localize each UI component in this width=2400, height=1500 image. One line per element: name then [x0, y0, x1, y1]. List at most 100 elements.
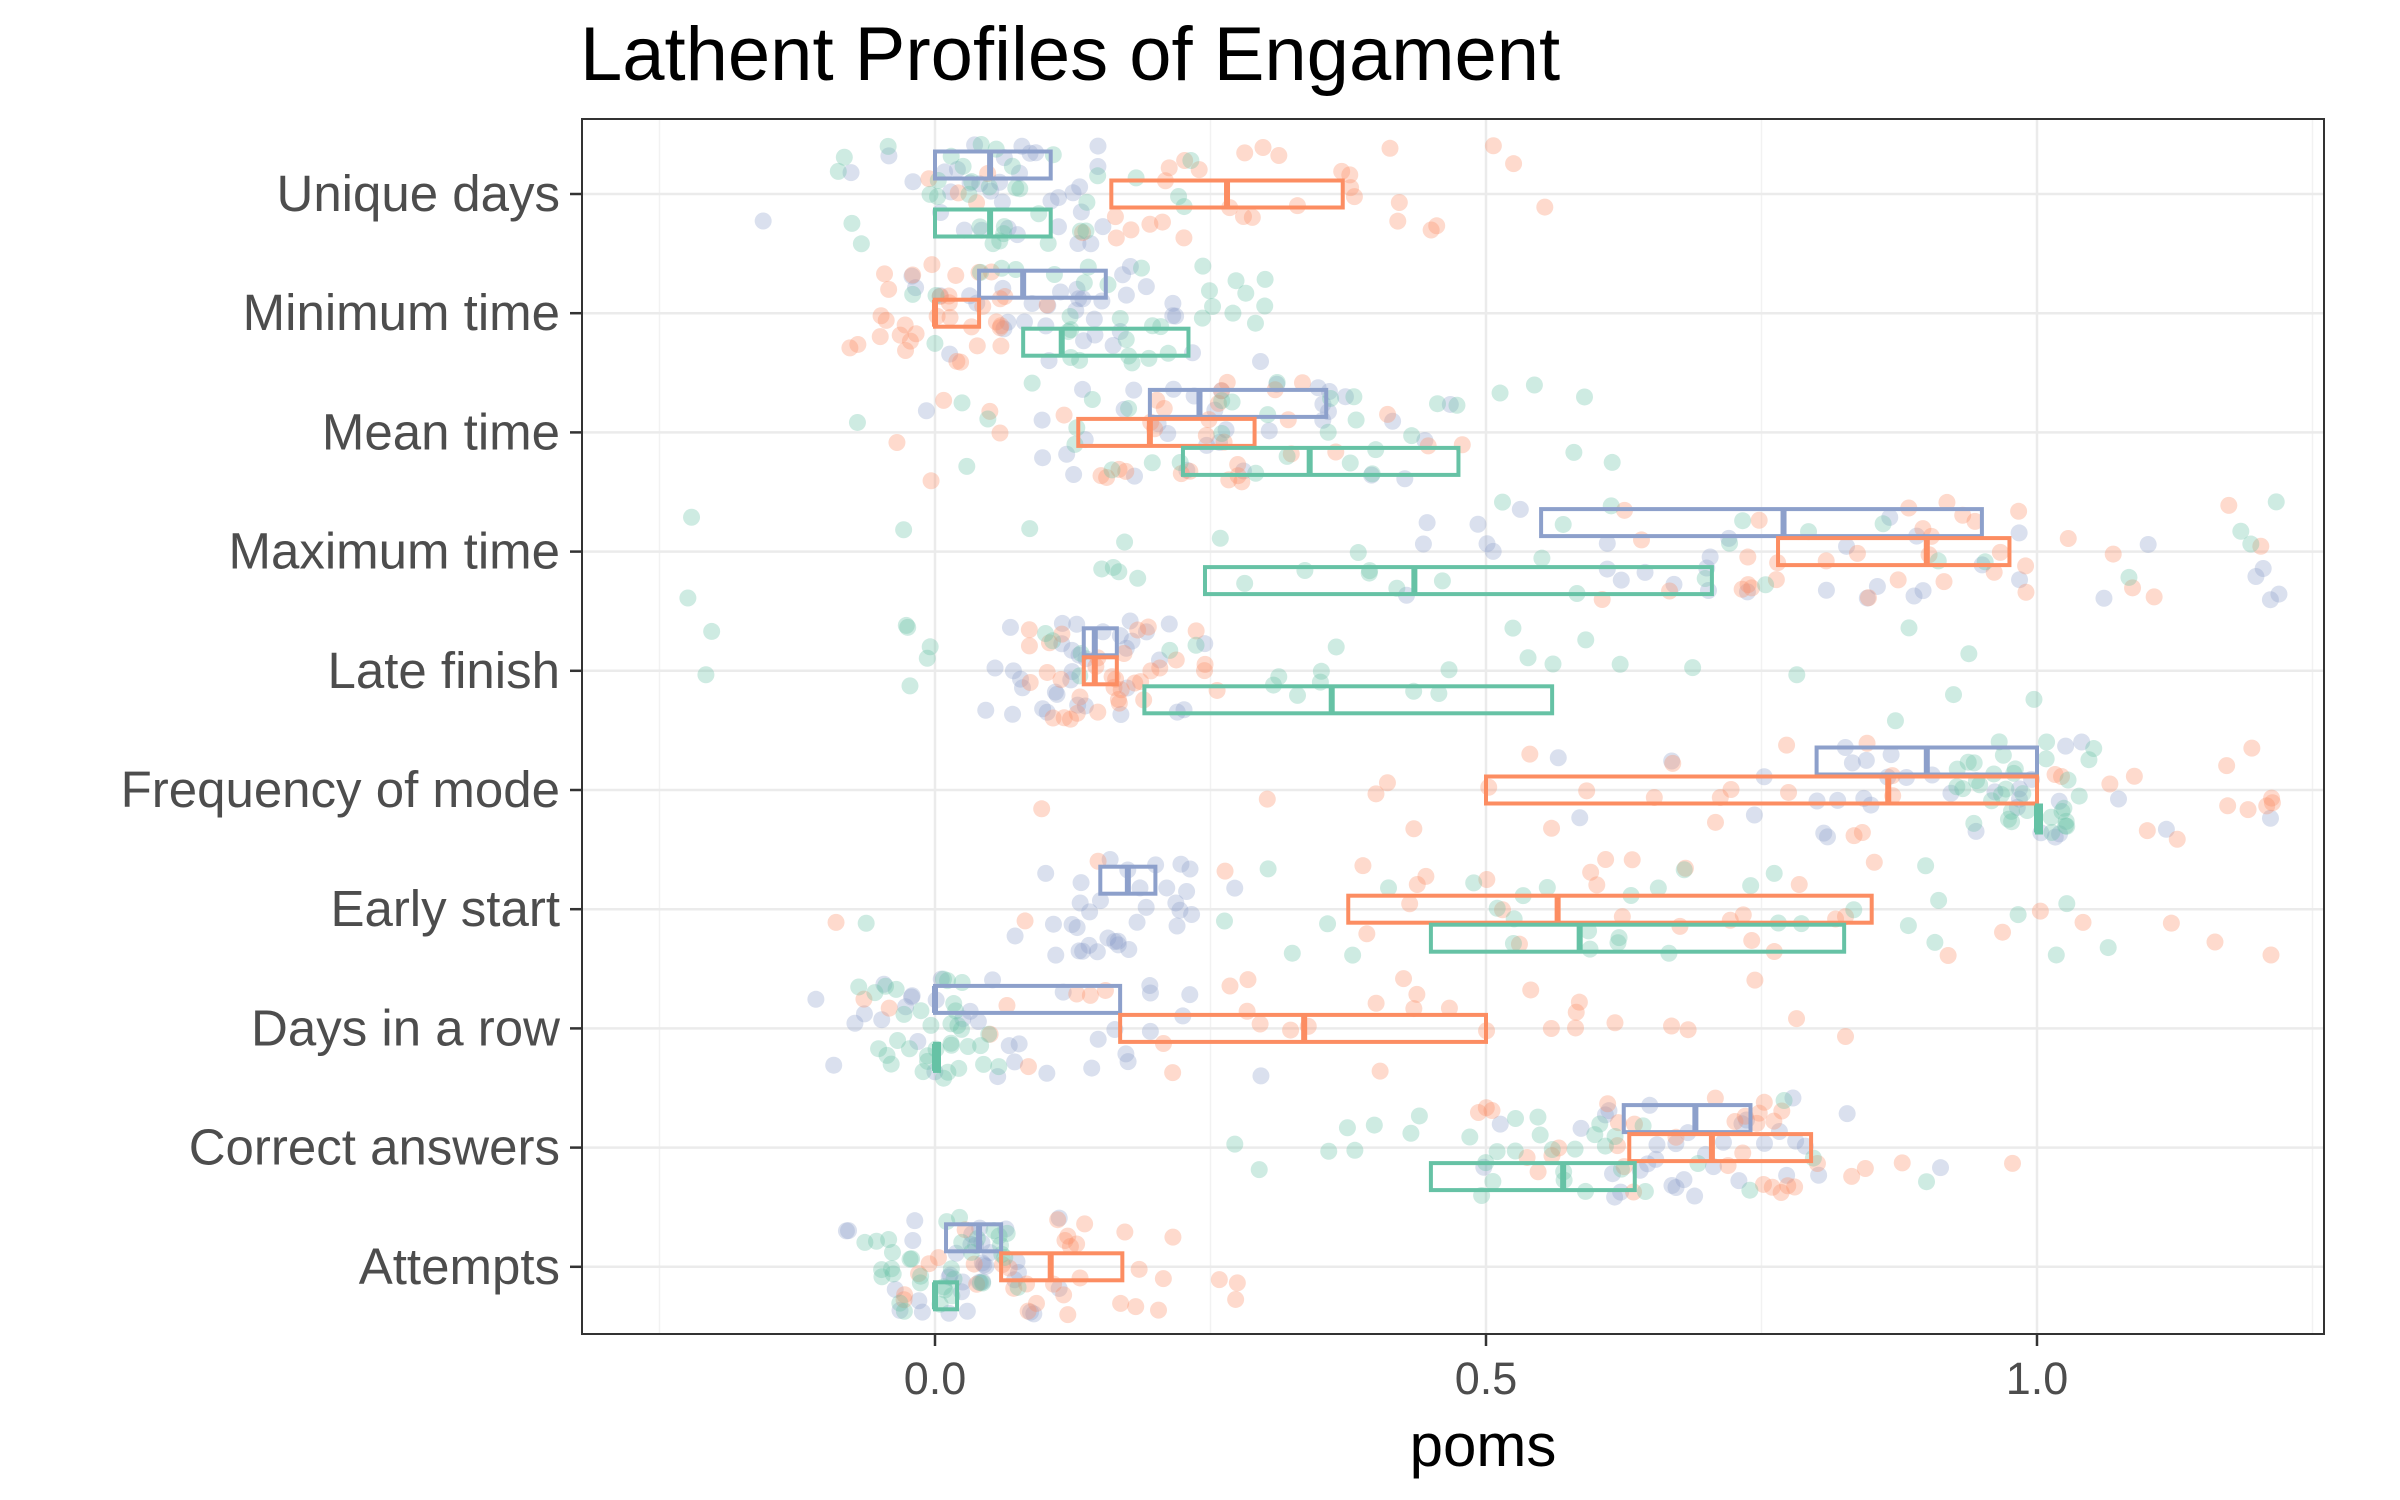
jitter-point [987, 313, 1005, 331]
jitter-point [1779, 1177, 1797, 1195]
jitter-point [1596, 1106, 1614, 1124]
jitter-point [1260, 422, 1278, 440]
jitter-point [1071, 222, 1089, 240]
jitter-point [896, 316, 914, 334]
jitter-point [1675, 1171, 1693, 1189]
jitter-point [960, 185, 978, 203]
jitter-point [1175, 701, 1193, 719]
jitter-point [2058, 895, 2076, 913]
jitter-point [1040, 634, 1058, 652]
jitter-point [2267, 493, 2285, 511]
jitter-point [1926, 933, 1944, 951]
jitter-point [980, 178, 998, 196]
jitter-point [1402, 1124, 1420, 1142]
jitter-point [1068, 919, 1086, 937]
jitter-point [1886, 712, 1904, 730]
jitter-point [1865, 853, 1883, 871]
jitter-point [1663, 752, 1681, 770]
jitter-point [968, 337, 986, 355]
jitter-point [895, 521, 913, 539]
jitter-point [1755, 1134, 1773, 1152]
jitter-point [1664, 754, 1682, 772]
jitter-point [1649, 879, 1667, 897]
jitter-point [1143, 317, 1161, 335]
jitter-point [1039, 234, 1057, 252]
jitter-point [2002, 802, 2020, 820]
jitter-point [1110, 694, 1128, 712]
jitter-point [1083, 1059, 1101, 1077]
jitter-point [1014, 679, 1032, 697]
jitter-point [1256, 270, 1274, 288]
jitter-point [1319, 423, 1337, 441]
jitter-point [2168, 830, 2186, 848]
jitter-point [901, 332, 919, 350]
jitter-point [1948, 778, 1966, 796]
jitter-point [1743, 931, 1761, 949]
box [999, 1251, 1125, 1283]
jitter-point [1519, 649, 1537, 667]
jitter-point [1722, 781, 1740, 799]
jitter-point [1168, 917, 1186, 935]
jitter-point [991, 424, 1009, 442]
jitter-point [1428, 217, 1446, 235]
jitter-point [1167, 651, 1185, 669]
jitter-point [1117, 1045, 1135, 1063]
jitter-point [2099, 939, 2117, 957]
jitter-point [1064, 184, 1082, 202]
jitter-point [1730, 1172, 1748, 1190]
y-tick-label: Late finish [328, 642, 561, 699]
jitter-point [1003, 157, 1021, 175]
jitter-point [1048, 685, 1066, 703]
jitter-point [1091, 892, 1109, 910]
jitter-point [873, 1268, 891, 1286]
jitter-point [1665, 575, 1683, 593]
jitter-point [1058, 445, 1076, 463]
jitter-point [1480, 778, 1498, 796]
jitter-point [1115, 644, 1133, 662]
jitter-point [877, 977, 895, 995]
jitter-point [2157, 820, 2175, 838]
jitter-point [1117, 639, 1135, 657]
jitter-point [1034, 700, 1052, 718]
jitter-point [942, 1036, 960, 1054]
jitter-point [900, 1040, 918, 1058]
jitter-point [1859, 589, 1877, 607]
jitter-point [1494, 901, 1512, 919]
jitter-point [1588, 876, 1606, 894]
jitter-point [959, 1038, 977, 1056]
jitter-point [966, 136, 984, 154]
jitter-point [1874, 515, 1892, 533]
jitter-point [1918, 1173, 1936, 1191]
jitter-point [2104, 545, 2122, 563]
jitter-point [1227, 272, 1245, 290]
jitter-point [913, 1303, 931, 1321]
jitter-point [939, 1063, 957, 1081]
jitter-point [2047, 946, 2065, 964]
jitter-point [1565, 443, 1583, 461]
jitter-point [1938, 493, 1956, 511]
jitter-point [941, 345, 959, 363]
jitter-point [1349, 544, 1367, 562]
jitter-point [968, 1275, 986, 1293]
jitter-point [1808, 1154, 1826, 1172]
jitter-point [1167, 307, 1185, 325]
jitter-point [1994, 923, 2012, 941]
jitter-point [980, 1025, 998, 1043]
jitter-point [1055, 406, 1073, 424]
box [1428, 1161, 1637, 1193]
jitter-point [1327, 638, 1345, 656]
jitter-point [1600, 1102, 1618, 1120]
jitter-point [2085, 740, 2103, 758]
jitter-point [990, 1227, 1008, 1245]
jitter-point [1278, 447, 1296, 465]
jitter-point [1072, 874, 1090, 892]
jitter-point [1525, 376, 1543, 394]
jitter-point [1167, 894, 1185, 912]
jitter-point [1960, 645, 1978, 663]
jitter-point [1767, 571, 1785, 589]
jitter-point [1200, 282, 1218, 300]
jitter-point [855, 1005, 873, 1023]
jitter-point [1067, 301, 1085, 319]
jitter-point [1074, 942, 1092, 960]
